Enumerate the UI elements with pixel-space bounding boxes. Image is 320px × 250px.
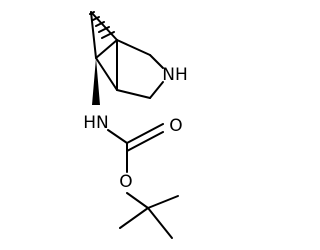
bond [90, 11, 118, 41]
bond [149, 81, 164, 99]
bond [147, 195, 179, 209]
bond [107, 129, 128, 144]
bond [90, 11, 97, 59]
atom-label: NH [162, 65, 188, 85]
bonds [89, 11, 179, 239]
bond [126, 123, 164, 144]
atom-label: O [169, 116, 182, 136]
wedge-bond [92, 58, 100, 105]
structure-diagram: NH HN O O [83, 11, 188, 239]
bond [147, 207, 173, 239]
bond [119, 207, 149, 229]
bond [95, 57, 118, 91]
bond [116, 89, 151, 99]
bond [95, 39, 118, 59]
atom-label: HN [83, 113, 109, 133]
bond [126, 192, 149, 209]
bond [149, 54, 164, 69]
bond [126, 131, 164, 152]
atom-label: O [119, 172, 132, 192]
bond [116, 39, 151, 56]
